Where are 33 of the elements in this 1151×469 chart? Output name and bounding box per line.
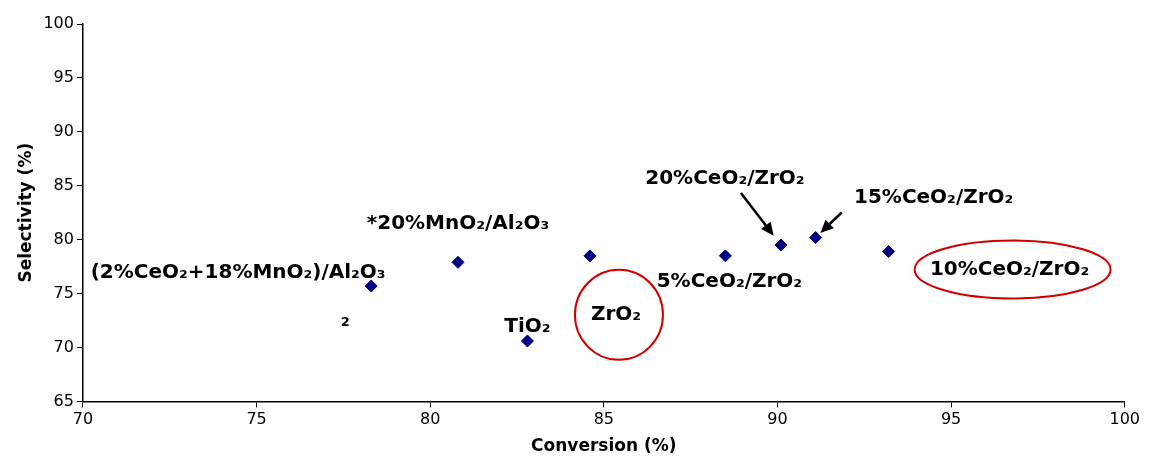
annotation: (2%CeO₂+18%MnO₂)/Al₂O₃ <box>90 259 386 284</box>
x-tick-label: 95 <box>940 409 962 429</box>
annotation: 15%CeO₂/ZrO₂ <box>854 183 1014 208</box>
point <box>583 249 597 263</box>
y-axis-title: Selectivity (%) <box>14 142 35 283</box>
point <box>774 238 788 252</box>
y-tick-label: 80 <box>53 228 74 248</box>
y-tick-label: 75 <box>53 282 74 302</box>
annotation: 10%CeO₂/ZrO₂ <box>929 255 1090 280</box>
x-tick-label: 80 <box>420 409 441 429</box>
annotation: ZrO₂ <box>590 301 642 326</box>
annotation: TiO₂ <box>504 313 551 338</box>
x-tick-label: 70 <box>72 409 94 429</box>
x-tick-label: 75 <box>246 409 267 429</box>
x-tick-label: 85 <box>593 409 615 429</box>
annotation: 5%CeO₂/ZrO₂ <box>656 268 803 293</box>
point <box>809 231 823 244</box>
y-tick-label: 65 <box>53 390 74 410</box>
y-tick-label: 70 <box>53 336 74 356</box>
x-tick-label: 100 <box>1109 409 1140 429</box>
y-tick-label: 100 <box>43 13 74 33</box>
point <box>451 255 465 269</box>
annotation: 20%CeO₂/ZrO₂ <box>645 165 805 190</box>
point <box>718 249 732 263</box>
x-axis-title: Conversion (%) <box>531 435 677 456</box>
x-tick-label: 90 <box>767 409 788 429</box>
y-tick-label: 85 <box>53 174 74 194</box>
point <box>882 245 896 259</box>
point <box>520 334 534 348</box>
y-tick-label: 95 <box>53 67 74 87</box>
y-tick-label: 90 <box>53 120 74 140</box>
annotation: *20%MnO₂/Al₂O₃ <box>366 209 550 234</box>
annotation: 2 <box>340 314 350 330</box>
